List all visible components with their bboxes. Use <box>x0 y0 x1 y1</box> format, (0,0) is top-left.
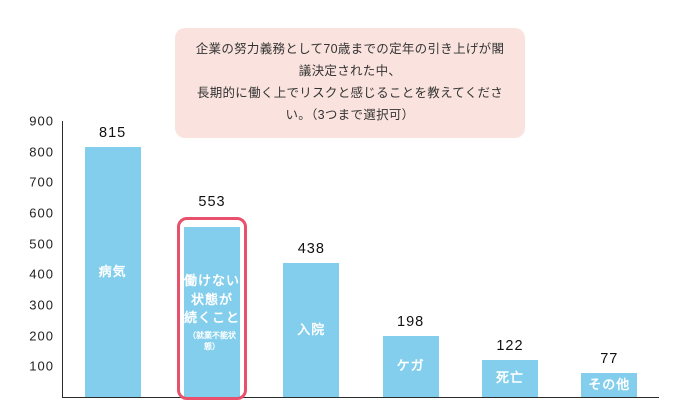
plot-area: 815 病気 553 働けない 状態が 続くこと （就業不能状態） 438 入院… <box>62 121 659 400</box>
bar-group-byoki: 815 病気 <box>70 121 156 397</box>
y-axis-labels: 100 200 300 400 500 600 700 800 900 <box>16 114 54 397</box>
y-tick-label: 400 <box>29 266 54 282</box>
bar-category-label: その他 <box>588 376 631 392</box>
bar-category-label: 入院 <box>297 321 326 337</box>
bar-category-label: 死亡 <box>495 370 524 386</box>
bar-group-hatarakenai: 553 働けない 状態が 続くこと （就業不能状態） <box>169 121 255 400</box>
bar-category-label: ケガ <box>396 358 425 374</box>
bar-value-label: 553 <box>198 194 226 210</box>
bar: その他 <box>581 373 638 397</box>
bar-category-label: 働けない 状態が 続くこと <box>183 272 240 326</box>
bar-group-sonota: 77 その他 <box>566 121 652 397</box>
y-tick-label: 800 <box>29 144 54 160</box>
bar-value-label: 122 <box>496 338 524 354</box>
bar-value-label: 438 <box>297 241 325 257</box>
bar: 病気 <box>84 147 141 397</box>
bar-group-kega: 198 ケガ <box>368 121 454 397</box>
y-tick-label: 300 <box>29 297 54 313</box>
y-tick-label: 700 <box>29 174 54 190</box>
chart-title: 企業の努力義務として70歳までの定年の引き上げが閣議決定された中、 長期的に働く… <box>175 28 525 138</box>
bar-value-label: 198 <box>397 314 425 330</box>
y-tick-label: 600 <box>29 205 54 221</box>
y-tick-label: 200 <box>29 328 54 344</box>
bar-category-label: 病気 <box>98 263 127 279</box>
bar-group-shibo: 122 死亡 <box>467 121 553 397</box>
bar-value-label: 815 <box>99 125 127 141</box>
y-tick-label: 100 <box>29 358 54 374</box>
bar: 死亡 <box>481 360 538 397</box>
bar: 入院 <box>283 263 340 397</box>
bar-group-nyuin: 438 入院 <box>268 121 354 397</box>
y-tick-label: 500 <box>29 236 54 252</box>
bar: 働けない 状態が 続くこと （就業不能状態） <box>183 227 240 397</box>
y-tick-label: 900 <box>29 113 54 129</box>
bar-category-sublabel: （就業不能状態） <box>187 331 236 352</box>
bar: ケガ <box>382 336 439 397</box>
bar-value-label: 77 <box>600 351 619 367</box>
